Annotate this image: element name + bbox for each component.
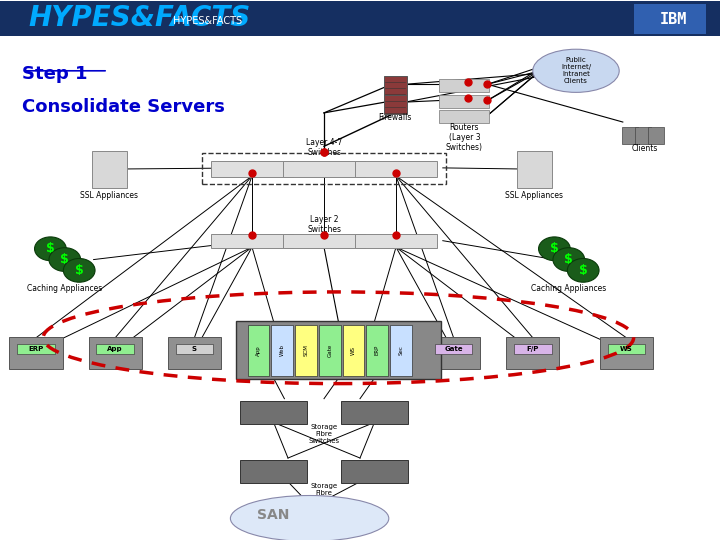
Text: Public
Internet/
Intranet
Clients: Public Internet/ Intranet Clients (561, 57, 591, 84)
Point (318, 147, 330, 156)
Text: Gate: Gate (328, 343, 332, 357)
Point (462, 93, 474, 102)
Circle shape (539, 237, 570, 261)
FancyBboxPatch shape (439, 79, 489, 92)
FancyBboxPatch shape (248, 325, 269, 376)
FancyBboxPatch shape (384, 94, 407, 114)
Point (482, 80, 493, 89)
Text: IBM: IBM (660, 12, 687, 27)
FancyBboxPatch shape (240, 460, 307, 483)
FancyBboxPatch shape (283, 234, 365, 248)
Circle shape (553, 248, 585, 272)
FancyBboxPatch shape (506, 336, 559, 368)
FancyBboxPatch shape (648, 127, 664, 144)
FancyBboxPatch shape (384, 76, 407, 95)
FancyBboxPatch shape (211, 234, 293, 248)
FancyBboxPatch shape (355, 234, 437, 248)
FancyBboxPatch shape (283, 161, 365, 177)
FancyBboxPatch shape (168, 336, 221, 368)
FancyBboxPatch shape (343, 325, 364, 376)
Text: App: App (107, 346, 123, 352)
FancyBboxPatch shape (89, 336, 142, 368)
FancyBboxPatch shape (608, 343, 645, 354)
FancyBboxPatch shape (435, 343, 472, 354)
FancyBboxPatch shape (0, 1, 720, 36)
Text: $: $ (60, 253, 69, 266)
Text: Storage
Fibre
Switches: Storage Fibre Switches (308, 483, 340, 503)
Text: $: $ (564, 253, 573, 266)
Text: Caching Appliances: Caching Appliances (27, 285, 102, 293)
FancyBboxPatch shape (341, 401, 408, 423)
Text: SSL Appliances: SSL Appliances (505, 191, 563, 199)
Point (390, 231, 402, 240)
Text: ERP: ERP (28, 346, 44, 352)
Text: HYPES&FACTS: HYPES&FACTS (173, 16, 242, 26)
FancyBboxPatch shape (319, 325, 341, 376)
Circle shape (567, 259, 599, 282)
FancyBboxPatch shape (9, 336, 63, 368)
Text: HYPES&FACTS: HYPES&FACTS (29, 4, 251, 32)
Text: Step 1: Step 1 (22, 65, 87, 83)
FancyBboxPatch shape (96, 343, 134, 354)
FancyBboxPatch shape (622, 127, 638, 144)
Text: Gate: Gate (444, 346, 463, 352)
Text: SSL Appliances: SSL Appliances (81, 191, 138, 199)
Ellipse shape (533, 49, 619, 92)
Text: WS: WS (351, 346, 356, 355)
FancyBboxPatch shape (341, 460, 408, 483)
Point (246, 169, 258, 178)
FancyBboxPatch shape (427, 336, 480, 368)
Point (318, 147, 330, 156)
FancyBboxPatch shape (236, 321, 441, 379)
Text: Sec: Sec (399, 345, 403, 355)
FancyBboxPatch shape (514, 343, 552, 354)
FancyBboxPatch shape (600, 336, 653, 368)
Text: S: S (192, 346, 197, 352)
FancyBboxPatch shape (92, 151, 127, 188)
Text: App: App (256, 345, 261, 355)
Text: SAN: SAN (258, 508, 289, 522)
FancyBboxPatch shape (295, 325, 317, 376)
Text: WS: WS (620, 346, 633, 352)
Point (390, 169, 402, 178)
Point (482, 96, 493, 105)
FancyBboxPatch shape (240, 401, 307, 423)
Circle shape (63, 259, 95, 282)
Point (462, 77, 474, 86)
Point (318, 231, 330, 240)
FancyBboxPatch shape (271, 325, 293, 376)
Text: $: $ (75, 264, 84, 277)
FancyBboxPatch shape (634, 4, 706, 34)
FancyBboxPatch shape (390, 325, 412, 376)
Point (246, 231, 258, 240)
FancyBboxPatch shape (0, 1, 720, 36)
Text: Firewalls: Firewalls (379, 113, 412, 122)
Text: F/P: F/P (526, 346, 539, 352)
FancyBboxPatch shape (366, 325, 388, 376)
Text: Consolidate Servers: Consolidate Servers (22, 98, 225, 116)
Text: Clients: Clients (631, 144, 657, 153)
FancyBboxPatch shape (355, 161, 437, 177)
Text: $: $ (46, 242, 55, 255)
Circle shape (49, 248, 81, 272)
FancyBboxPatch shape (517, 151, 552, 188)
Text: Storage
Fibre
Switches: Storage Fibre Switches (308, 424, 340, 444)
Circle shape (35, 237, 66, 261)
Text: Web: Web (280, 344, 284, 356)
FancyBboxPatch shape (439, 95, 489, 108)
Text: Routers
(Layer 3
Switches): Routers (Layer 3 Switches) (446, 123, 483, 152)
Text: ERP: ERP (375, 345, 379, 355)
FancyBboxPatch shape (211, 161, 293, 177)
Ellipse shape (230, 496, 389, 540)
FancyBboxPatch shape (176, 343, 213, 354)
Text: Layer 2
Switches: Layer 2 Switches (307, 215, 341, 234)
FancyBboxPatch shape (439, 110, 489, 123)
Text: Layer 4-7
Switches: Layer 4-7 Switches (306, 138, 342, 157)
Text: $: $ (550, 242, 559, 255)
FancyBboxPatch shape (17, 343, 55, 354)
Text: SCM: SCM (304, 344, 308, 356)
Text: Caching Appliances: Caching Appliances (531, 285, 606, 293)
Text: $: $ (579, 264, 588, 277)
FancyBboxPatch shape (635, 127, 651, 144)
